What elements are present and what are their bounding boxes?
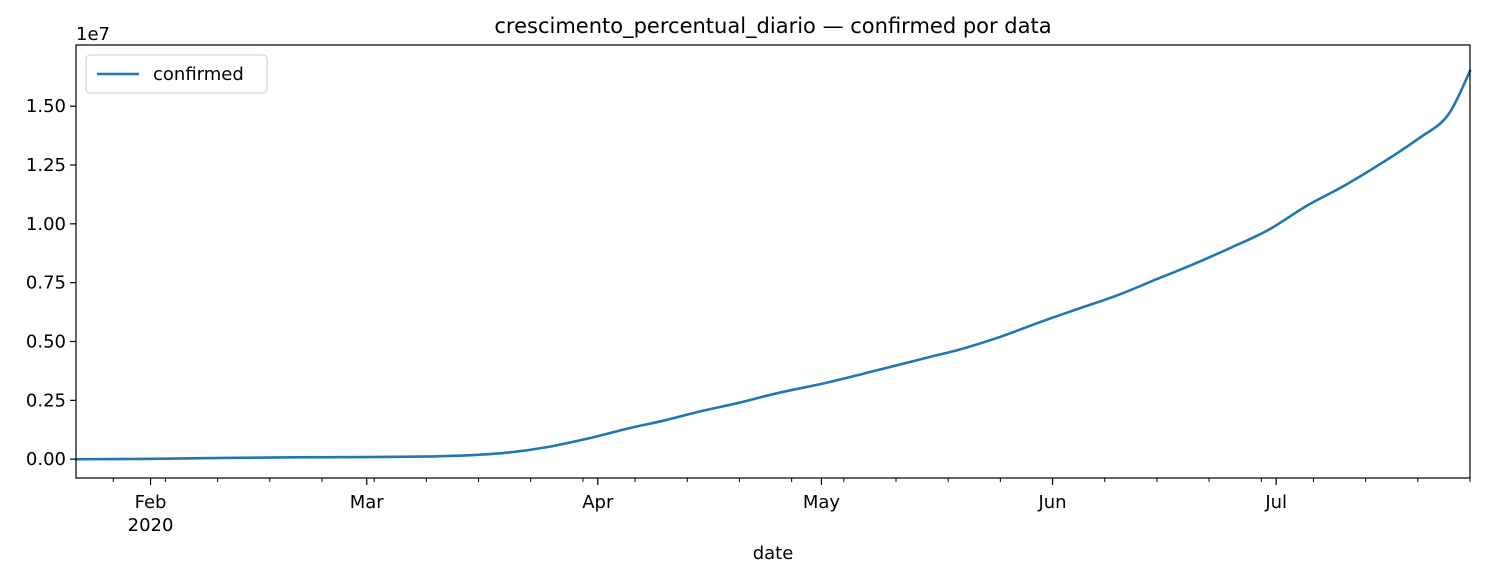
legend: confirmed xyxy=(85,54,268,94)
legend-box xyxy=(85,54,268,94)
x-tick-sublabel: 2020 xyxy=(128,515,174,536)
x-axis-label: date xyxy=(753,543,794,564)
y-tick-label: 0.25 xyxy=(26,390,66,411)
y-axis-offset-label: 1e7 xyxy=(76,24,110,45)
series-line-confirmed xyxy=(74,69,1472,461)
legend-label-confirmed: confirmed xyxy=(153,64,244,85)
y-tick-label: 0.50 xyxy=(26,332,66,353)
y-tick-label: 1.00 xyxy=(26,214,66,235)
chart-title: crescimento_percentual_diario — confirme… xyxy=(494,14,1051,39)
plot-frame xyxy=(75,44,1471,479)
y-tick-label: 0.00 xyxy=(26,449,66,470)
x-tick-label: May xyxy=(803,492,841,513)
x-tick-label: Apr xyxy=(582,492,614,513)
x-tick-label: Feb xyxy=(135,492,167,513)
series-layer xyxy=(74,69,1472,461)
x-tick-label: Jun xyxy=(1037,492,1066,513)
y-tick-label: 0.75 xyxy=(26,273,66,294)
x-tick-label: Mar xyxy=(350,492,385,513)
y-tick-label: 1.25 xyxy=(26,155,66,176)
x-tick-label: Jul xyxy=(1264,492,1287,513)
y-tick-label: 1.50 xyxy=(26,96,66,117)
